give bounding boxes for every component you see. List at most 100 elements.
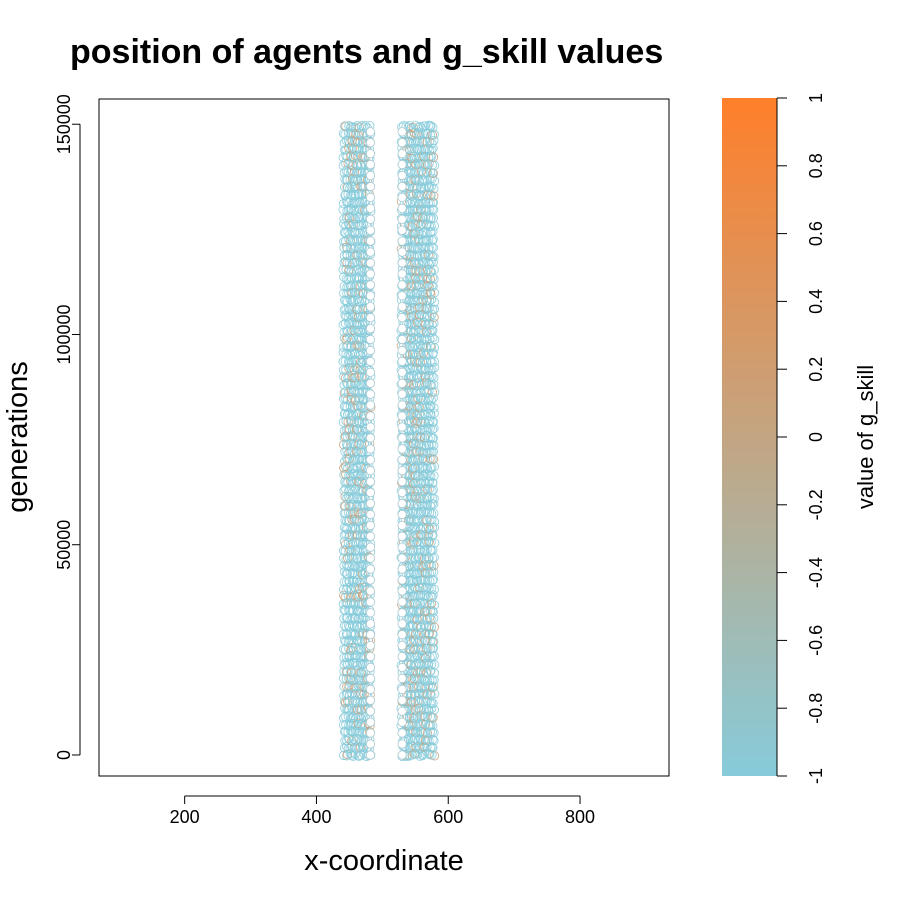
y-tick-label: 150000 [54,94,74,154]
data-point [428,629,438,640]
data-point [365,586,376,596]
data-point [397,345,407,356]
data-point [365,597,376,607]
data-point [397,203,407,213]
data-point [353,507,363,517]
data-point [356,342,366,353]
data-point [397,630,407,640]
data-point [397,739,407,749]
data-point [365,160,376,170]
data-point [397,334,407,345]
data-point [365,509,376,520]
data-point [397,553,407,563]
data-point [397,509,407,520]
data-point [365,542,376,552]
data-point [423,160,433,170]
data-point [397,477,407,487]
data-point [424,349,434,359]
data-point [426,471,436,481]
data-point [365,531,376,541]
data-point [365,673,376,684]
data-point [365,367,376,377]
data-point [429,584,440,595]
data-point [365,291,376,301]
data-point [339,463,349,473]
data-point [365,651,376,662]
data-point [397,258,407,268]
data-point [429,304,440,314]
data-point [340,491,350,502]
data-point [365,520,376,531]
data-point [365,400,376,410]
data-point [410,582,420,593]
data-point [365,466,376,476]
data-point [365,280,376,290]
data-point [397,706,407,716]
data-point [397,466,407,476]
data-point [365,608,376,618]
data-point [354,135,364,146]
data-point [397,313,407,323]
data-point [408,327,419,337]
data-point [408,332,419,343]
data-point [413,696,423,706]
data-point [428,454,439,464]
data-point [426,537,436,547]
y-tick-label: 100000 [54,304,74,364]
data-point [429,297,440,307]
colorbar-tick-label: 0.2 [806,357,826,382]
data-point [405,514,415,524]
y-tick-label: 0 [54,750,74,760]
data-point [365,181,376,192]
data-point [427,703,437,714]
colorbar-tick-label: 0.6 [806,221,826,246]
data-point [358,143,368,153]
data-point [429,288,440,298]
data-point [429,403,439,413]
data-point [352,151,363,161]
colorbar-tick-label: 0 [806,432,826,442]
data-point [397,149,407,159]
data-point [428,257,438,267]
data-point [413,393,423,403]
data-point [340,484,351,494]
data-point [419,340,429,350]
chart-title: position of agents and g_skill values [70,33,663,71]
data-point [414,244,424,254]
data-point [429,265,439,275]
data-point [365,389,376,399]
data-point [420,176,430,186]
data-point [404,658,414,668]
data-point [429,522,440,533]
data-point [397,498,407,509]
data-point [414,471,424,481]
data-point [352,575,362,585]
data-point [430,689,440,699]
data-point [397,422,407,432]
data-point [429,357,440,367]
data-point [345,159,355,170]
data-point [347,212,358,222]
data-point [352,501,362,511]
data-point [410,554,421,564]
data-point [397,608,407,618]
data-point [416,363,426,373]
data-point [365,334,376,345]
data-point [428,281,438,291]
data-point [365,302,376,312]
data-point [426,411,436,421]
data-points-layer [338,120,440,762]
data-point [430,334,440,345]
data-point [425,612,435,623]
data-point [365,717,376,727]
data-point [365,149,376,159]
data-point [339,327,349,338]
data-point [429,408,439,418]
data-point [365,564,376,574]
data-point [427,433,438,444]
data-point [429,567,439,577]
data-point [397,586,407,596]
data-point [352,704,363,715]
data-point [429,705,439,715]
